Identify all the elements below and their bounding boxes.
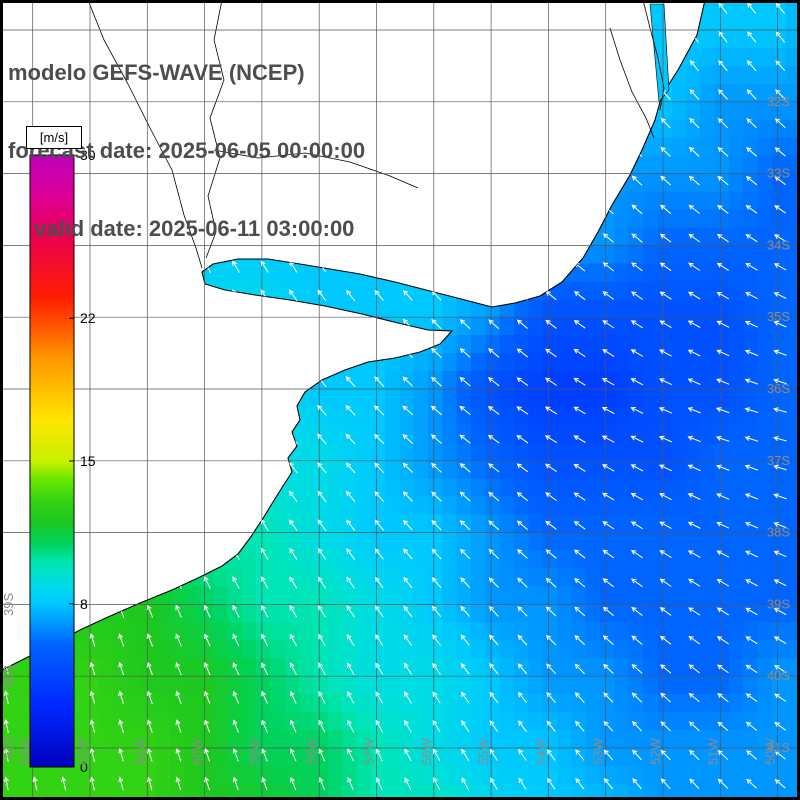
svg-text:30: 30 — [80, 147, 96, 163]
svg-text:39S: 39S — [1, 593, 16, 616]
svg-text:50W: 50W — [763, 738, 778, 765]
valid-date-line: valid date: 2025-06-11 03:00:00 — [34, 216, 355, 241]
svg-text:22: 22 — [80, 310, 96, 326]
svg-text:36S: 36S — [767, 381, 790, 396]
svg-text:39S: 39S — [767, 596, 790, 611]
svg-text:33S: 33S — [767, 166, 790, 181]
svg-text:62W: 62W — [75, 738, 90, 765]
svg-text:56W: 56W — [419, 738, 434, 765]
model-title: modelo GEFS-WAVE (NCEP) — [8, 60, 305, 85]
svg-text:34S: 34S — [767, 237, 790, 252]
svg-text:63W: 63W — [18, 738, 33, 765]
svg-text:60W: 60W — [190, 738, 205, 765]
svg-text:40S: 40S — [1, 664, 16, 687]
svg-text:40S: 40S — [767, 668, 790, 683]
forecast-date-line: forecast date: 2025-06-05 00:00:00 — [8, 138, 366, 163]
svg-text:35S: 35S — [767, 309, 790, 324]
svg-text:8: 8 — [80, 596, 88, 612]
svg-text:53W: 53W — [591, 738, 606, 765]
svg-text:55W: 55W — [476, 738, 491, 765]
svg-text:41S: 41S — [767, 740, 790, 755]
svg-text:32S: 32S — [767, 94, 790, 109]
colorbar-unit-label: [m/s] — [26, 126, 82, 149]
svg-text:38S: 38S — [767, 525, 790, 540]
svg-text:59W: 59W — [247, 738, 262, 765]
svg-text:52W: 52W — [648, 738, 663, 765]
svg-text:37S: 37S — [767, 453, 790, 468]
svg-text:61W: 61W — [132, 738, 147, 765]
svg-text:57W: 57W — [362, 738, 377, 765]
svg-text:15: 15 — [80, 453, 96, 469]
svg-text:58W: 58W — [304, 738, 319, 765]
svg-text:41S: 41S — [1, 736, 16, 759]
svg-text:54W: 54W — [533, 738, 548, 765]
title-block: modelo GEFS-WAVE (NCEP) forecast date: 2… — [8, 8, 365, 294]
svg-text:0: 0 — [80, 759, 88, 775]
svg-text:51W: 51W — [705, 738, 720, 765]
